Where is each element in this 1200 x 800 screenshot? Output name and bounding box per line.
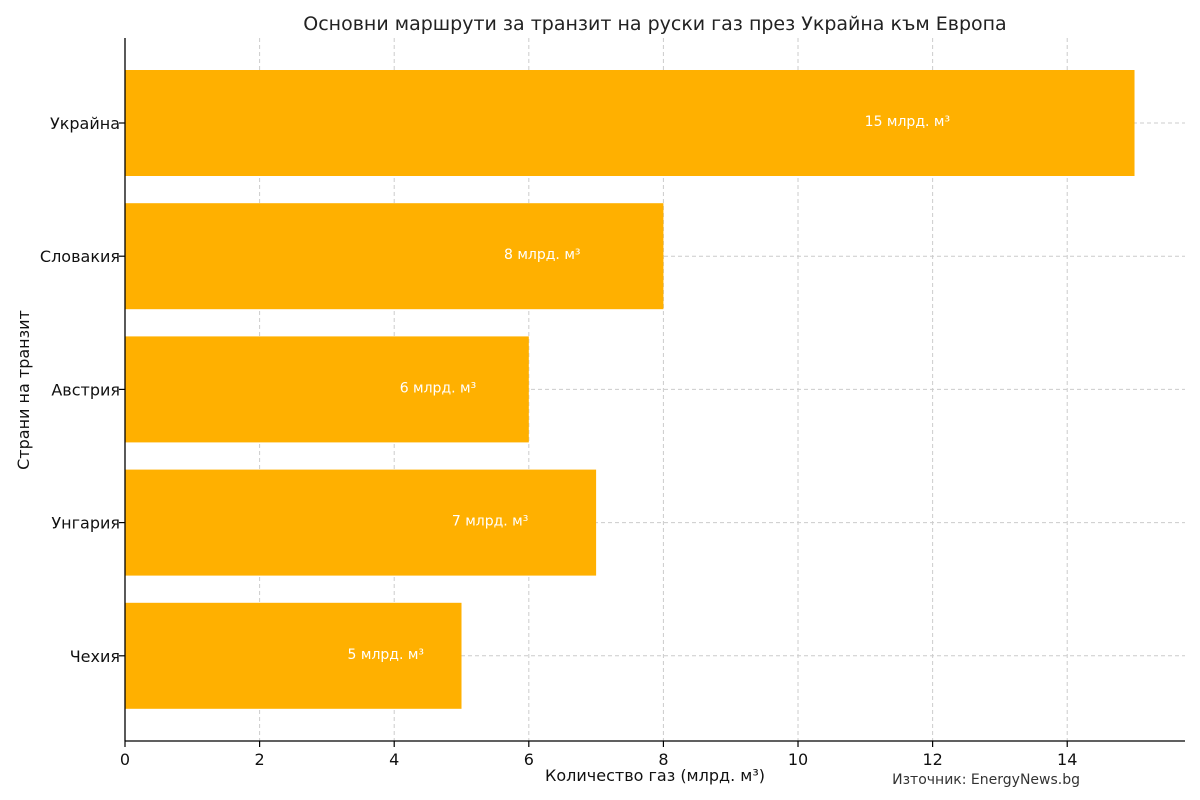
bar	[125, 602, 462, 709]
y-tick-label: Словакия	[40, 247, 120, 266]
source-note: Източник: EnergyNews.bg	[892, 772, 1080, 788]
x-tick-label: 2	[255, 750, 265, 769]
bar	[125, 70, 1135, 176]
data-label: 6 млрд. м³	[400, 380, 477, 396]
y-tick-label: Австрия	[51, 380, 120, 399]
data-label: 8 млрд. м³	[504, 247, 581, 263]
y-axis-ticks: Украйна Словакия Австрия Унгария Чехия	[40, 114, 125, 666]
y-tick-label: Украйна	[50, 114, 120, 133]
x-axis-label: Количество газ (млрд. м³)	[545, 766, 765, 785]
x-axis-ticks: 0 2 4 6 8 10 12 14	[120, 741, 1077, 769]
bar	[125, 469, 597, 576]
y-axis-label: Страни на транзит	[14, 310, 33, 470]
bar	[125, 203, 664, 310]
chart-title: Основни маршрути за транзит на руски газ…	[303, 13, 1006, 35]
x-tick-label: 8	[658, 750, 668, 769]
data-labels: 15 млрд. м³ 8 млрд. м³ 6 млрд. м³ 7 млрд. м…	[348, 114, 951, 663]
x-tick-label: 6	[524, 750, 534, 769]
x-tick-label: 12	[922, 750, 942, 769]
data-label: 7 млрд. м³	[452, 514, 529, 530]
y-tick-label: Унгария	[51, 514, 120, 533]
x-tick-label: 10	[788, 750, 808, 769]
data-label: 5 млрд. м³	[348, 647, 425, 663]
bar	[125, 336, 529, 443]
x-tick-label: 14	[1057, 750, 1077, 769]
x-tick-label: 4	[389, 750, 399, 769]
bars	[125, 70, 1135, 709]
data-label: 15 млрд. м³	[865, 114, 950, 130]
x-tick-label: 0	[120, 750, 130, 769]
y-tick-label: Чехия	[70, 647, 120, 666]
